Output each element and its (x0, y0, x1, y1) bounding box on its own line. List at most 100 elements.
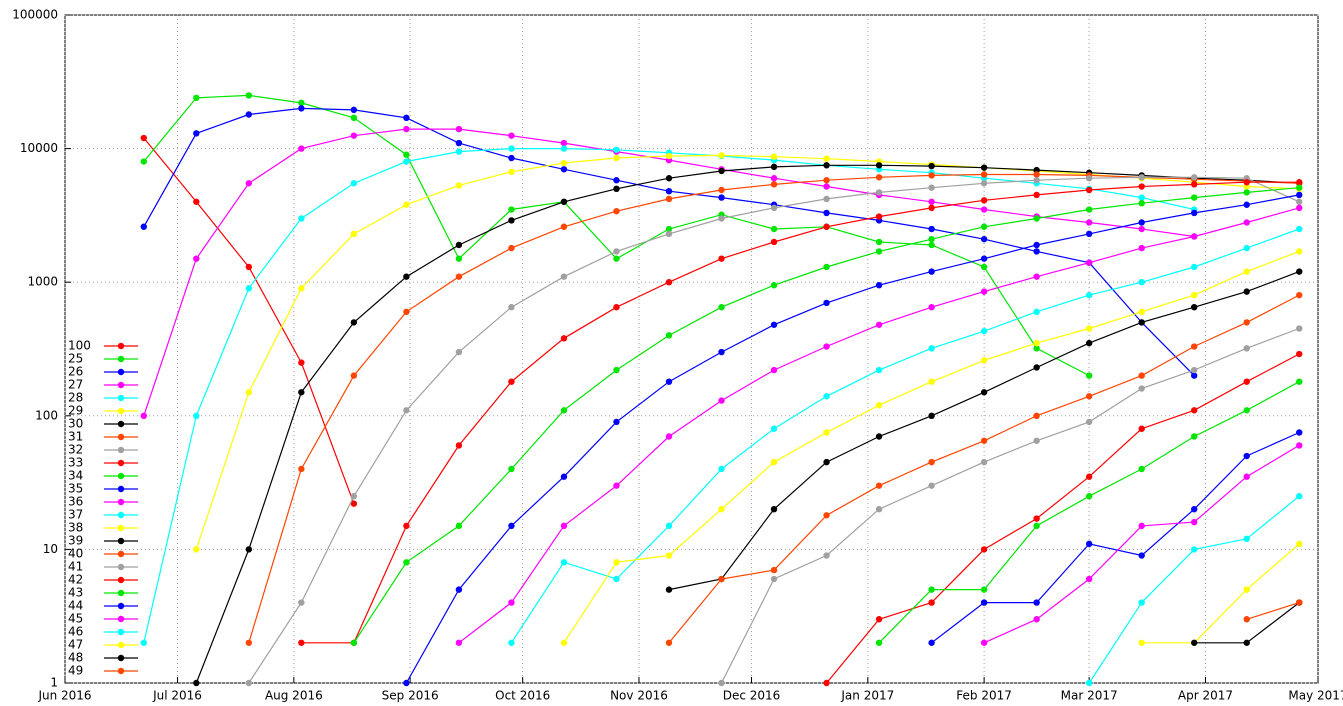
x-tick-label: Sep 2016 (382, 689, 439, 703)
data-point (1033, 522, 1040, 530)
data-point (455, 442, 463, 449)
data-point (875, 639, 883, 646)
legend-label: 42 (68, 573, 83, 587)
data-point (823, 155, 830, 162)
x-tick-label: Mar 2017 (1061, 689, 1118, 703)
data-point (560, 223, 568, 230)
data-point (718, 152, 725, 159)
legend-marker (117, 446, 125, 454)
data-point (928, 639, 935, 646)
data-point (1191, 291, 1198, 299)
data-point (350, 319, 358, 326)
y-tick-label: 1 (50, 676, 58, 690)
legend-marker (117, 342, 125, 350)
data-point (298, 285, 305, 292)
data-point (1138, 194, 1145, 201)
data-point (928, 378, 935, 385)
data-point (1191, 194, 1198, 201)
legend-marker (117, 394, 125, 402)
series-line (1141, 543, 1300, 644)
legend-label: 37 (68, 508, 83, 522)
legend-label: 40 (68, 547, 83, 561)
legend-marker (117, 485, 125, 493)
data-point (1138, 522, 1145, 530)
data-point (508, 378, 515, 385)
data-point (770, 153, 778, 160)
data-point (508, 206, 515, 213)
x-tick-label: Nov 2016 (610, 689, 668, 703)
legend-marker (117, 563, 125, 571)
data-point (875, 162, 883, 169)
data-point (193, 198, 200, 205)
data-point (718, 255, 725, 262)
data-point (665, 552, 673, 559)
data-point (298, 99, 305, 107)
data-point (1138, 319, 1145, 326)
data-point (298, 145, 305, 152)
data-point (1296, 198, 1303, 205)
data-point (928, 172, 935, 179)
data-point (1296, 325, 1303, 332)
data-point (665, 279, 673, 286)
data-point (1138, 639, 1145, 646)
data-point (298, 639, 305, 646)
data-point (823, 393, 830, 400)
data-point (718, 397, 725, 404)
data-point (1191, 366, 1198, 374)
data-point (1033, 191, 1040, 199)
data-point (718, 348, 725, 356)
data-point (193, 130, 200, 137)
data-point (560, 473, 568, 480)
legend-label: 30 (68, 417, 83, 431)
series-line (143, 148, 1195, 643)
data-point (928, 482, 935, 489)
legend-label: 38 (68, 521, 83, 535)
data-point (928, 198, 935, 205)
data-point (1138, 183, 1145, 190)
data-point (928, 241, 935, 249)
data-point (980, 223, 988, 230)
data-point (823, 299, 830, 307)
data-point (508, 154, 515, 162)
data-point (1138, 372, 1145, 379)
data-point (455, 182, 463, 189)
data-point (665, 230, 673, 238)
data-point (1085, 291, 1093, 299)
data-point (980, 164, 988, 171)
data-point (613, 559, 620, 566)
data-point (193, 546, 200, 553)
data-point (665, 522, 673, 530)
legend-label: 28 (68, 391, 83, 405)
data-point (245, 92, 253, 99)
data-point (455, 639, 463, 646)
data-point (980, 171, 988, 178)
series-line (405, 194, 1300, 684)
legend-marker (117, 641, 125, 649)
data-point (560, 559, 568, 566)
legend-marker (117, 459, 125, 467)
series-line (720, 327, 1300, 684)
data-point (1191, 263, 1198, 271)
data-point (1296, 429, 1303, 436)
data-point (350, 132, 358, 139)
data-point (928, 162, 935, 170)
data-point (1085, 259, 1093, 266)
data-point (1033, 171, 1040, 178)
data-point (245, 639, 253, 646)
x-tick-label: Oct 2016 (495, 689, 550, 703)
data-point (1138, 174, 1145, 181)
data-point (1243, 288, 1250, 295)
legend-label: 25 (68, 352, 83, 366)
data-point (980, 263, 988, 271)
x-tick-label: Jan 2017 (840, 689, 894, 703)
data-point (1085, 219, 1093, 226)
legend-label: 29 (68, 404, 83, 418)
data-point (980, 639, 988, 646)
data-point (508, 522, 515, 530)
data-point (770, 181, 778, 188)
data-point (823, 223, 830, 230)
data-point (1243, 219, 1250, 226)
data-point (455, 586, 463, 593)
data-point (403, 158, 410, 165)
data-point (1243, 268, 1250, 275)
